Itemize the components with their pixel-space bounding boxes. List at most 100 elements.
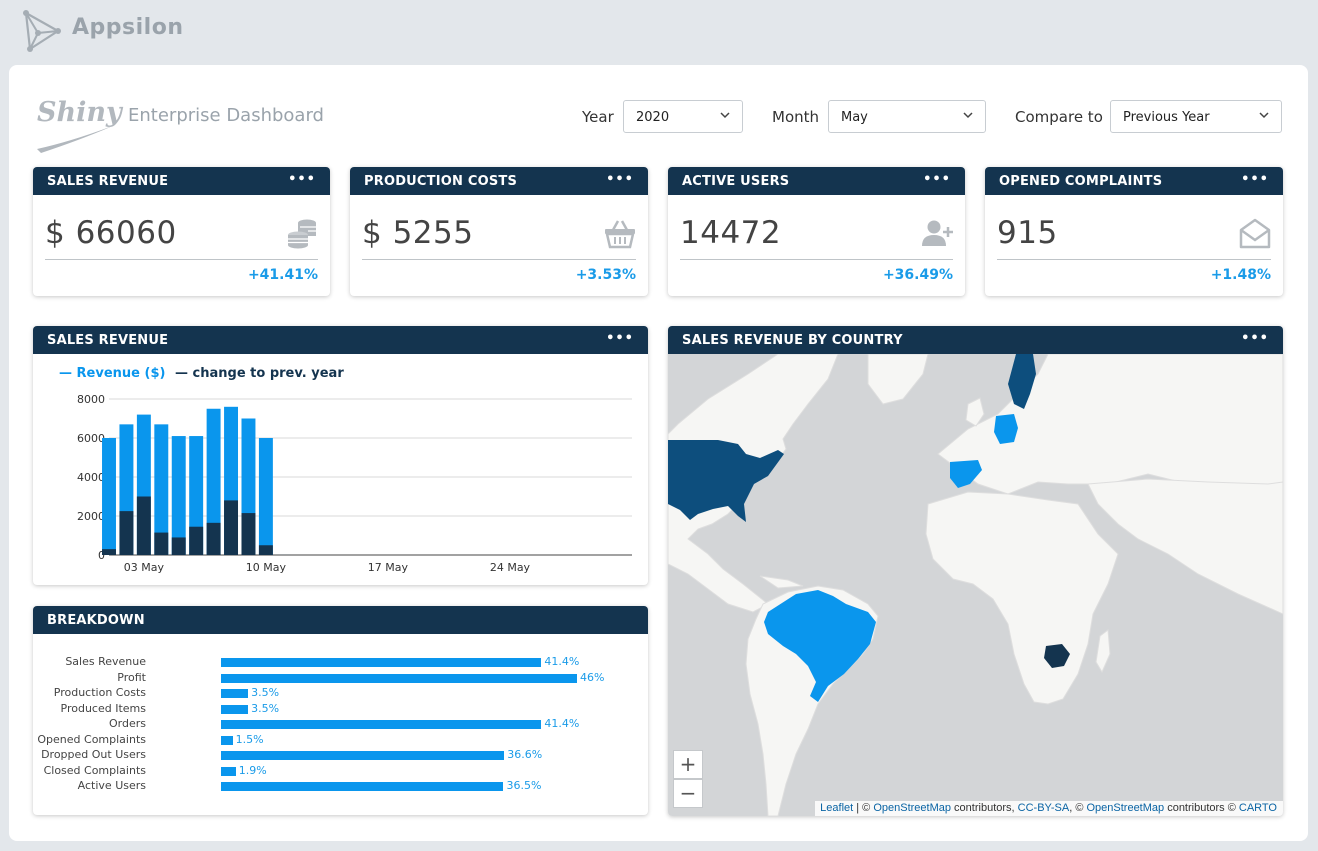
osm-link-2[interactable]: OpenStreetMap: [1086, 802, 1165, 814]
card-menu-button[interactable]: •••: [606, 172, 634, 187]
kpi-change: +3.53%: [575, 267, 636, 283]
land-greenland: [867, 354, 929, 405]
kpi-card-title: PRODUCTION COSTS: [364, 174, 518, 189]
month-select[interactable]: May: [828, 100, 986, 133]
y-tick-label: 0: [98, 549, 105, 562]
country-sweden: [1008, 354, 1036, 409]
card-menu-button[interactable]: •••: [1241, 172, 1269, 187]
year-select[interactable]: 2020: [623, 100, 743, 133]
coins-stack-icon: [288, 219, 316, 249]
envelope-open-icon: [1239, 218, 1271, 249]
legend-change-swatch: —: [175, 366, 193, 381]
shiny-logo-text: Shiny: [37, 97, 122, 128]
breakdown-label: Production Costs: [53, 686, 146, 699]
breakdown-label: Dropped Out Users: [41, 748, 146, 761]
breakdown-value: 36.5%: [506, 779, 542, 792]
legend-change-label: change to prev. year: [192, 366, 344, 381]
land-madagascar: [1095, 629, 1111, 674]
kpi-change: +36.49%: [882, 267, 953, 283]
kpi-divider: [680, 259, 953, 260]
kpi-change: +41.41%: [247, 267, 318, 283]
zoom-in-button[interactable]: +: [673, 750, 703, 779]
card-menu-button[interactable]: •••: [288, 172, 316, 187]
osm-link[interactable]: OpenStreetMap: [873, 802, 951, 814]
year-select-value: 2020: [636, 110, 670, 125]
breakdown-row: Orders 41.4%: [33, 717, 633, 731]
breakdown-row: Active Users 36.5%: [33, 779, 633, 793]
change-bar: [241, 513, 256, 555]
card-menu-button[interactable]: •••: [606, 331, 634, 346]
breakdown-bar: [221, 735, 233, 745]
revenue-bar: [102, 438, 116, 555]
kpi-value: $ 5255: [362, 215, 474, 251]
change-bar: [154, 532, 169, 555]
breakdown-value: 1.9%: [238, 763, 267, 777]
breakdown-value: 46%: [580, 670, 605, 684]
breakdown-row: Produced Items 3.5%: [33, 702, 633, 716]
y-tick-label: 6000: [77, 432, 105, 445]
change-bar: [224, 500, 239, 555]
kpi-divider: [45, 259, 318, 260]
legend-revenue[interactable]: — Revenue ($): [59, 366, 165, 381]
kpi-card-title: SALES REVENUE: [47, 174, 169, 189]
kpi-divider: [362, 259, 636, 260]
country-germany: [994, 414, 1018, 444]
month-select-value: May: [841, 110, 868, 125]
breakdown-label: Produced Items: [60, 701, 146, 715]
breakdown-label: Opened Complaints: [37, 732, 146, 746]
map-attribution: Leaflet | © OpenStreetMap contributors, …: [815, 801, 1283, 816]
brand-name: Appsilon: [72, 15, 184, 40]
chevron-down-icon: [1259, 112, 1269, 119]
world-map-canvas: [668, 354, 1283, 816]
world-map[interactable]: + − Leaflet | © OpenStreetMap contributo…: [668, 354, 1283, 816]
breakdown-bar: [221, 766, 236, 776]
carto-link[interactable]: CARTO: [1238, 802, 1277, 814]
map-card: SALES REVENUE BY COUNTRY •••: [668, 326, 1283, 816]
breakdown-row: Production Costs 3.5%: [33, 686, 633, 700]
dashboard-container: Shiny Enterprise Dashboard Year 2020 Mon…: [9, 65, 1308, 841]
legend-revenue-label: Revenue ($): [76, 366, 166, 381]
kpi-card-header: ACTIVE USERS •••: [668, 167, 965, 195]
breakdown-row: Dropped Out Users 36.6%: [33, 748, 633, 762]
zoom-out-button[interactable]: −: [673, 779, 703, 808]
kpi-value: 14472: [680, 215, 782, 251]
chart-card-header: SALES REVENUE •••: [33, 326, 648, 354]
shopping-basket-icon: [605, 220, 635, 249]
breakdown-label: Profit: [117, 670, 146, 684]
breakdown-card-title: BREAKDOWN: [47, 613, 145, 628]
leaflet-link[interactable]: Leaflet: [820, 802, 854, 814]
land-north-america: [668, 354, 839, 613]
revenue-bar: [258, 438, 273, 555]
compare-select-value: Previous Year: [1123, 110, 1210, 125]
map-card-title: SALES REVENUE BY COUNTRY: [682, 333, 903, 348]
breakdown-bar: [221, 782, 504, 791]
x-tick-label: 03 May: [124, 561, 165, 574]
month-label: Month: [772, 108, 820, 126]
card-menu-button[interactable]: •••: [923, 172, 951, 187]
compare-select[interactable]: Previous Year: [1110, 100, 1282, 133]
breakdown-bar: [221, 673, 577, 683]
change-bar: [206, 522, 221, 555]
card-menu-button[interactable]: •••: [1241, 331, 1269, 346]
breakdown-value: 41.4%: [544, 717, 580, 730]
user-plus-icon: [922, 220, 953, 246]
breakdown-label: Orders: [109, 717, 146, 730]
breakdown-row: Sales Revenue 41.4%: [33, 655, 633, 669]
ccbysa-link[interactable]: CC-BY-SA: [1017, 802, 1070, 814]
revenue-bar: [189, 436, 204, 555]
change-bar: [102, 549, 116, 555]
change-bar: [136, 496, 151, 555]
land-europe: [937, 354, 1283, 495]
breakdown-value: 3.5%: [251, 686, 280, 699]
breakdown-bar: [221, 704, 249, 714]
kpi-card-header: PRODUCTION COSTS •••: [350, 167, 648, 195]
breakdown-card: BREAKDOWN Sales Revenue 41.4% Profit 46% Pro…: [33, 606, 648, 815]
attrib-text: contributors ©: [1164, 802, 1239, 814]
land-africa: [925, 491, 1119, 705]
y-tick-label: 4000: [77, 471, 105, 484]
breakdown-row: Closed Complaints 1.9%: [33, 764, 633, 778]
kpi-value: $ 66060: [45, 215, 177, 251]
breakdown-card-header: BREAKDOWN: [33, 606, 648, 634]
country-zimbabwe: [1044, 644, 1070, 668]
legend-change[interactable]: — change to prev. year: [175, 366, 344, 381]
